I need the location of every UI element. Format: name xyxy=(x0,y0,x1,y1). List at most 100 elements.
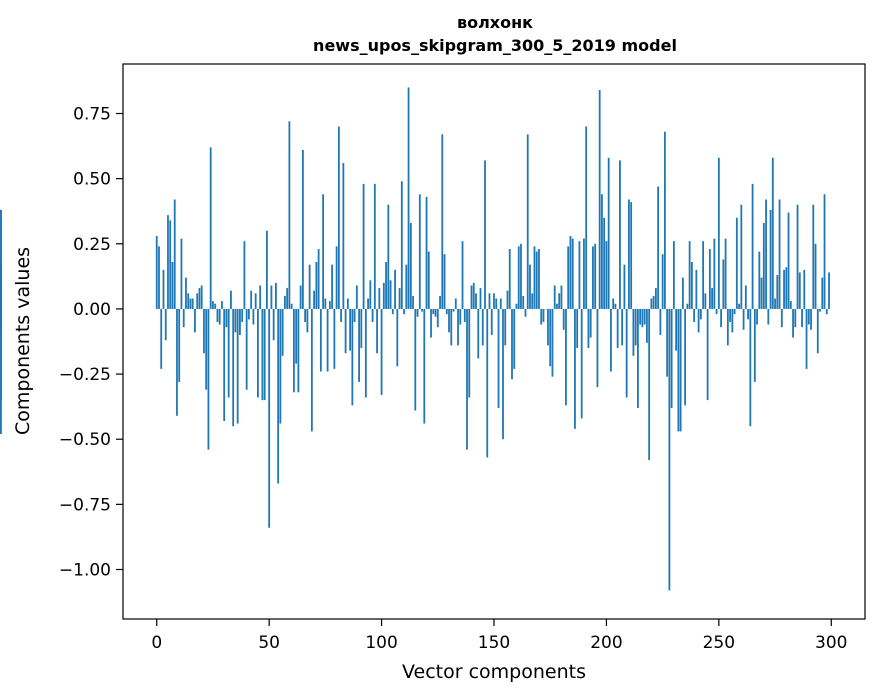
bar xyxy=(738,304,740,309)
bar xyxy=(331,265,333,309)
bar xyxy=(826,309,828,314)
bar xyxy=(495,299,497,309)
bar xyxy=(711,288,713,309)
bar xyxy=(187,293,189,309)
bar xyxy=(770,210,772,309)
bar xyxy=(686,304,688,309)
bar xyxy=(752,184,754,309)
bar xyxy=(446,309,448,314)
bar xyxy=(246,309,248,390)
bar xyxy=(493,293,495,309)
bar xyxy=(761,278,763,309)
bar xyxy=(374,184,376,309)
bar xyxy=(264,309,266,400)
bar xyxy=(507,291,509,309)
bar xyxy=(594,244,596,309)
bar xyxy=(365,309,367,398)
bar xyxy=(450,309,452,345)
bar xyxy=(783,270,785,309)
x-tick-label: 300 xyxy=(815,633,847,653)
bar xyxy=(824,194,826,309)
bar xyxy=(736,218,738,309)
bar xyxy=(615,304,617,309)
bar xyxy=(318,249,320,309)
bar xyxy=(817,309,819,353)
bar xyxy=(790,301,792,309)
bar xyxy=(262,309,264,400)
bar xyxy=(590,309,592,338)
bar xyxy=(403,309,405,314)
bar xyxy=(680,309,682,431)
bar xyxy=(599,90,601,309)
bar xyxy=(444,254,446,309)
y-axis-ticks: −1.00−0.75−0.50−0.250.000.250.500.75 xyxy=(59,105,123,581)
bar xyxy=(698,309,700,332)
bar xyxy=(668,309,670,590)
bar xyxy=(597,309,599,387)
bar xyxy=(199,288,201,309)
bar xyxy=(426,197,428,309)
bar xyxy=(288,121,290,309)
bar xyxy=(468,309,470,398)
bar xyxy=(500,299,502,309)
bar xyxy=(192,299,194,309)
bar xyxy=(471,285,473,308)
bar xyxy=(776,275,778,309)
bar xyxy=(525,309,527,317)
bar xyxy=(549,309,551,366)
bar xyxy=(650,299,652,309)
bar xyxy=(563,309,565,330)
bar xyxy=(572,239,574,309)
bar xyxy=(718,158,720,309)
bar xyxy=(765,199,767,308)
bar xyxy=(408,87,410,308)
bar xyxy=(419,194,421,309)
bar xyxy=(363,184,365,309)
bar xyxy=(383,283,385,309)
bar xyxy=(745,285,747,308)
bar xyxy=(808,309,810,325)
bar xyxy=(536,252,538,309)
bar xyxy=(772,158,774,309)
bar xyxy=(156,236,158,309)
y-tick-label: 0.50 xyxy=(73,170,111,190)
bar xyxy=(221,301,223,309)
bar xyxy=(747,309,749,319)
bar xyxy=(210,147,212,309)
bar xyxy=(284,296,286,309)
bar xyxy=(810,309,812,330)
bar xyxy=(230,291,232,309)
bar xyxy=(304,309,306,322)
y-tick-label: 0.25 xyxy=(73,235,111,255)
bar xyxy=(300,285,302,308)
bar xyxy=(716,309,718,314)
chart-subtitle: news_upos_skipgram_300_5_2019 model xyxy=(313,36,677,55)
bar xyxy=(201,285,203,308)
bar xyxy=(767,309,769,325)
bar xyxy=(731,309,733,332)
bar xyxy=(309,265,311,309)
bar xyxy=(666,309,668,377)
bar xyxy=(552,309,554,377)
bar xyxy=(657,186,659,308)
bar xyxy=(720,309,722,327)
x-tick-label: 50 xyxy=(258,633,280,653)
bar xyxy=(354,309,356,322)
bar xyxy=(603,218,605,309)
bar xyxy=(176,309,178,416)
bar xyxy=(601,194,603,309)
bar xyxy=(0,210,2,309)
bar xyxy=(592,246,594,309)
bar xyxy=(306,309,308,332)
bar xyxy=(570,236,572,309)
bar xyxy=(722,259,724,309)
bar xyxy=(756,309,758,325)
bar xyxy=(785,267,787,309)
bar xyxy=(286,288,288,309)
y-tick-label: −0.75 xyxy=(59,495,111,515)
bar xyxy=(619,160,621,309)
bar xyxy=(259,285,261,308)
bar xyxy=(410,223,412,309)
bar xyxy=(255,293,257,309)
